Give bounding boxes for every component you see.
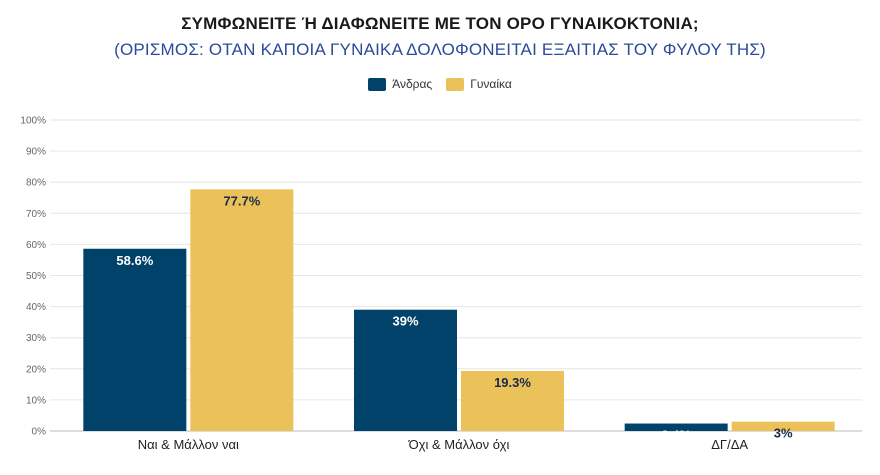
y-tick-label: 0%	[32, 427, 47, 438]
data-label: 3%	[774, 426, 793, 441]
data-label: 2.4%	[661, 428, 691, 443]
data-label: 19.3%	[494, 375, 531, 390]
y-tick-label: 90%	[26, 147, 46, 158]
bar-men	[354, 309, 457, 431]
legend: Άνδρας Γυναίκα	[0, 77, 880, 91]
bar-men	[624, 423, 728, 431]
x-category-label: ΔΓ/ΔΑ	[711, 437, 748, 452]
bar-women	[461, 370, 564, 431]
data-label: 58.6%	[116, 253, 153, 268]
y-tick-label: 80%	[26, 178, 46, 189]
y-tick-label: 20%	[26, 364, 46, 375]
bar-women	[731, 421, 835, 431]
legend-swatch-women	[446, 77, 465, 91]
x-category-label: Ναι & Μάλλον ναι	[138, 437, 239, 452]
y-tick-label: 40%	[26, 302, 46, 313]
legend-swatch-men	[368, 77, 387, 91]
bar-men	[83, 248, 187, 431]
legend-item-men[interactable]: Άνδρας	[368, 77, 432, 91]
y-tick-label: 60%	[26, 240, 46, 251]
data-label: 77.7%	[223, 193, 260, 208]
legend-item-women[interactable]: Γυναίκα	[446, 77, 512, 91]
y-tick-label: 10%	[26, 395, 46, 406]
data-label: 39%	[392, 314, 418, 329]
legend-label-men: Άνδρας	[392, 77, 433, 91]
legend-label-women: Γυναίκα	[470, 77, 512, 91]
y-tick-label: 50%	[26, 271, 46, 282]
chart-title: ΣΥΜΦΩΝΕΙΤΕ Ή ΔΙΑΦΩΝΕΙΤΕ ΜΕ ΤΟΝ ΟΡΟ ΓΥΝΑΙ…	[181, 14, 699, 33]
y-tick-label: 100%	[20, 116, 46, 127]
x-category-label: Όχι & Μάλλον όχι	[408, 437, 510, 452]
y-tick-label: 30%	[26, 333, 46, 344]
bar-women	[190, 189, 294, 431]
chart-subtitle: (ΟΡΙΣΜΟΣ: ΟΤΑΝ ΚΑΠΟΙΑ ΓΥΝΑΙΚΑ ΔΟΛΟΦΟΝΕΙΤ…	[114, 40, 766, 59]
y-tick-label: 70%	[26, 209, 46, 220]
